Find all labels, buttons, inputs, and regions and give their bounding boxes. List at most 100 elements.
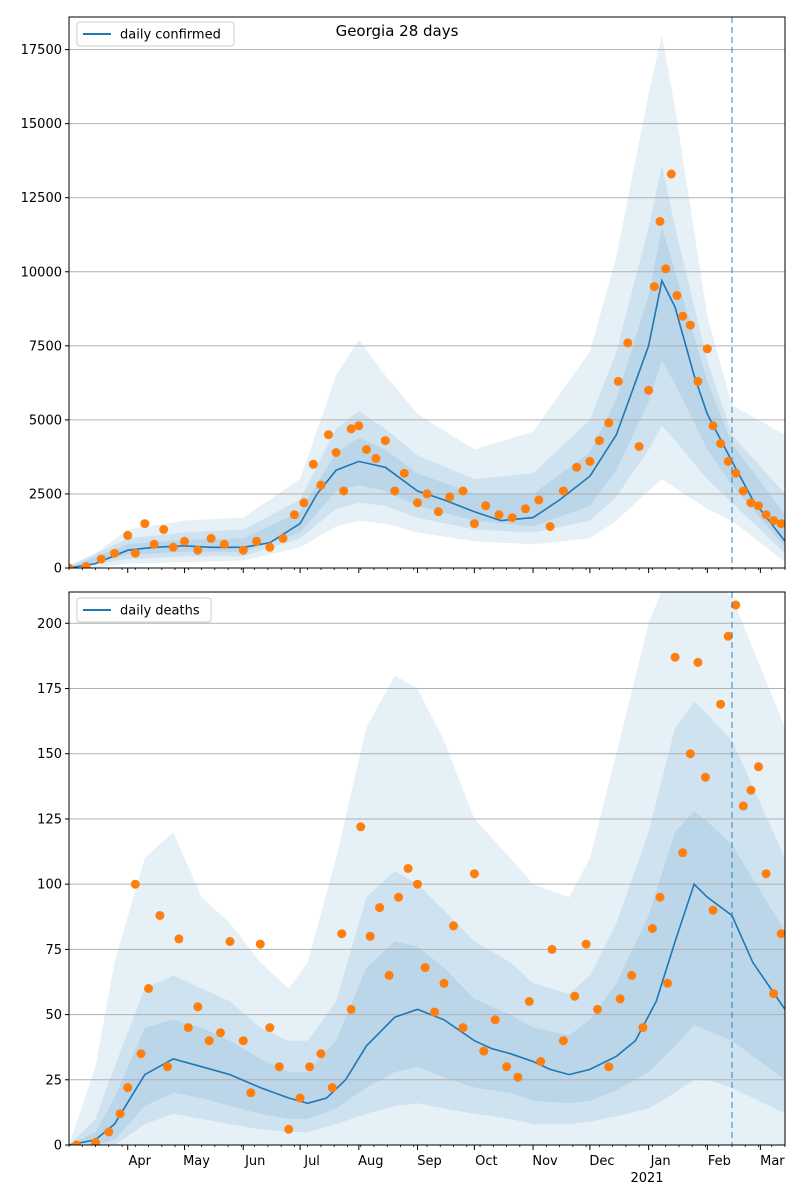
deaths-observation-point [305,1062,315,1072]
confirmed-observation-point [613,376,623,386]
deaths-observation-point [513,1072,523,1082]
deaths-x-tick-label: Feb [708,1154,731,1169]
confirmed-observation-point [252,536,261,546]
deaths-series-line [69,882,785,1145]
deaths-observation-point [685,749,695,759]
deaths-y-tick-label: 200 [37,617,62,632]
deaths-x-tick-label: Aug [358,1154,383,1169]
confirmed-observation-point [399,468,409,478]
confirmed-legend-box [76,21,235,47]
deaths-observation-point [394,892,404,902]
deaths-observation-point [746,785,756,795]
deaths-y-tick-label: 25 [45,1073,62,1088]
chart-title: Georgia 28 days [336,22,459,40]
confirmed-observation-point [193,545,203,555]
confirmed-observation-point [494,510,504,520]
deaths-observation-point [238,1036,248,1046]
confirmed-observation-point [289,510,299,520]
deaths-observation-point [678,848,688,858]
deaths-observation-point [163,1062,172,1072]
deaths-observation-point [479,1046,489,1056]
confirmed-observation-point [354,421,364,431]
confirmed-uncertainty-bands [69,34,785,568]
confirmed-y-tick-label: 5000 [29,413,62,428]
deaths-observation-point [738,801,748,811]
deaths-observation-point [91,1137,100,1145]
confirmed-observation-point [445,492,455,502]
deaths-observation-point [337,929,347,939]
deaths-observation-point [193,1002,203,1012]
deaths-observation-point [570,991,580,1001]
deaths-observation-point [638,1023,648,1033]
confirmed-observation-point [413,498,422,508]
deaths-x-tick-label: Jun [244,1154,265,1169]
confirmed-observation-point [346,424,356,434]
deaths-observation-point [723,631,733,641]
deaths-x-tick-label: May [183,1154,210,1169]
confirmed-observation-point [180,536,189,546]
deaths-observation-point [136,1049,146,1059]
confirmed-observation-point [380,436,390,446]
deaths-observation-point [130,879,140,889]
confirmed-observation-point [278,533,288,543]
confirmed-band-middle [69,165,785,568]
deaths-observation-point [365,931,375,941]
confirmed-observation-point [585,456,595,466]
deaths-panel: 0 25 50 75 100 125 150 175 200 Apr May Jun Jul Aug Se… [37,591,786,1186]
deaths-observation-point [115,1109,125,1119]
deaths-x-tick-label: Dec [589,1154,614,1169]
confirmed-y-tick-label: 2500 [29,487,62,502]
deaths-observation-point [655,892,665,902]
confirmed-observation-point [634,442,644,451]
deaths-observation-point [627,970,637,980]
confirmed-x-ticks [68,568,786,573]
deaths-observation-point [72,1140,82,1145]
confirmed-observation-point [371,453,381,463]
deaths-band-outer [69,592,785,1145]
deaths-y-ticks: 0 25 50 75 100 125 150 175 200 [37,617,69,1154]
confirmed-observation-point [339,486,349,496]
deaths-observation-point [183,1023,193,1033]
confirmed-observation-point [316,480,326,490]
confirmed-observation-point [723,456,733,466]
confirmed-observation-point [594,436,604,446]
deaths-observation-point [458,1023,468,1033]
confirmed-observation-point [331,448,341,457]
deaths-observation-point [663,978,673,988]
deaths-observation-point [769,989,779,999]
confirmed-observation-point [206,533,216,543]
confirmed-observation-point [168,542,178,552]
confirmed-observation-point [123,530,133,540]
confirmed-observation-points [69,169,785,568]
deaths-observation-point [204,1036,214,1046]
deaths-observation-point [144,984,154,993]
confirmed-observation-point [649,282,659,292]
deaths-y-tick-label: 0 [54,1139,62,1154]
confirmed-observation-point [666,169,676,179]
confirmed-observation-point [69,563,74,568]
confirmed-y-tick-label: 12500 [21,191,62,206]
deaths-observation-point [155,911,165,920]
confirmed-observation-point [219,539,229,549]
deaths-x-tick-label: Apr [128,1154,151,1169]
deaths-observation-point [604,1062,614,1072]
deaths-observation-point [449,921,458,931]
deaths-observation-point [536,1057,546,1066]
confirmed-y-tick-label: 7500 [29,339,62,354]
confirmed-observation-point [693,376,703,386]
confirmed-observation-point [661,264,671,274]
confirmed-observation-point [422,489,432,499]
deaths-observation-point [708,905,718,915]
confirmed-y-ticks: 0 2500 5000 7500 10000 12500 15000 17500 [21,43,69,577]
confirmed-observation-point [265,542,275,552]
deaths-legend-box [76,597,212,623]
deaths-x-tick-label: Mar [760,1154,785,1169]
deaths-band-middle [69,701,785,1145]
confirmed-observation-point [604,418,614,428]
deaths-observation-point [670,652,680,662]
confirmed-observation-point [481,501,491,511]
confirmed-observation-point [644,385,654,395]
deaths-observation-point [216,1028,225,1038]
confirmed-y-tick-label: 15000 [21,117,62,132]
